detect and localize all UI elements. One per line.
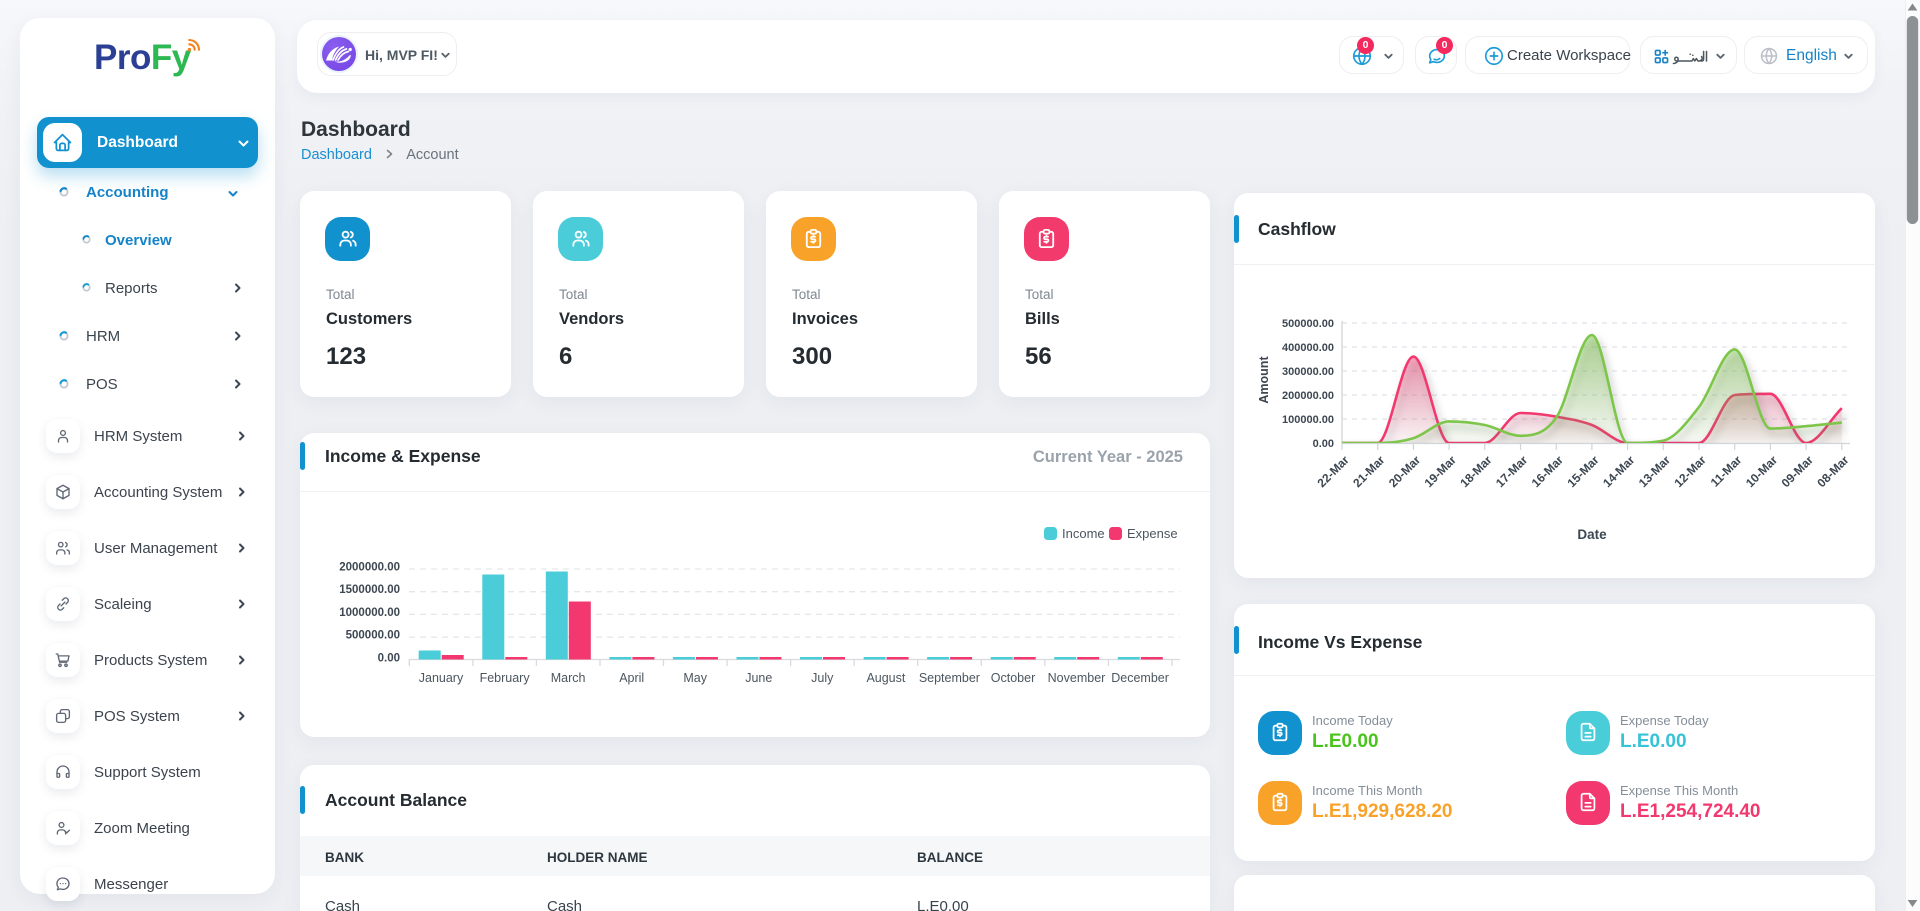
svg-text:July: July [811, 671, 834, 685]
svg-text:May: May [683, 671, 707, 685]
svg-text:0.00: 0.00 [1313, 438, 1334, 450]
svg-text:15-Mar: 15-Mar [1564, 453, 1601, 490]
svg-text:September: September [919, 671, 980, 685]
svg-text:April: April [619, 671, 644, 685]
svg-text:November: November [1048, 671, 1106, 685]
svg-text:March: March [551, 671, 586, 685]
svg-text:22-Mar: 22-Mar [1315, 453, 1352, 490]
svg-text:11-Mar: 11-Mar [1708, 453, 1745, 490]
svg-text:Expense: Expense [1127, 526, 1178, 541]
svg-text:300000.00: 300000.00 [1282, 366, 1334, 378]
svg-text:09-Mar: 09-Mar [1779, 453, 1816, 490]
svg-text:16-Mar: 16-Mar [1529, 453, 1566, 490]
svg-text:Date: Date [1577, 527, 1607, 542]
svg-text:10-Mar: 10-Mar [1743, 453, 1780, 490]
svg-text:June: June [745, 671, 772, 685]
svg-text:December: December [1111, 671, 1169, 685]
svg-text:January: January [419, 671, 464, 685]
svg-text:August: August [866, 671, 905, 685]
svg-text:18-Mar: 18-Mar [1457, 453, 1494, 490]
svg-text:0.00: 0.00 [378, 652, 400, 664]
svg-text:12-Mar: 12-Mar [1672, 453, 1709, 490]
svg-text:1000000.00: 1000000.00 [339, 607, 400, 619]
svg-text:19-Mar: 19-Mar [1422, 453, 1459, 490]
svg-text:1500000.00: 1500000.00 [339, 584, 400, 596]
svg-text:21-Mar: 21-Mar [1350, 453, 1387, 490]
svg-text:Amount: Amount [1257, 356, 1271, 404]
svg-text:500000.00: 500000.00 [1282, 318, 1334, 330]
svg-text:2000000.00: 2000000.00 [339, 562, 400, 574]
svg-text:February: February [480, 671, 531, 685]
svg-text:500000.00: 500000.00 [346, 630, 400, 642]
svg-text:100000.00: 100000.00 [1282, 414, 1334, 426]
svg-text:13-Mar: 13-Mar [1636, 453, 1673, 490]
svg-text:October: October [991, 671, 1035, 685]
svg-text:14-Mar: 14-Mar [1600, 453, 1637, 490]
svg-text:17-Mar: 17-Mar [1493, 453, 1530, 490]
svg-text:20-Mar: 20-Mar [1386, 453, 1423, 490]
svg-text:08-Mar: 08-Mar [1814, 453, 1851, 490]
svg-text:400000.00: 400000.00 [1282, 342, 1334, 354]
svg-text:200000.00: 200000.00 [1282, 390, 1334, 402]
svg-text:Income: Income [1062, 526, 1105, 541]
